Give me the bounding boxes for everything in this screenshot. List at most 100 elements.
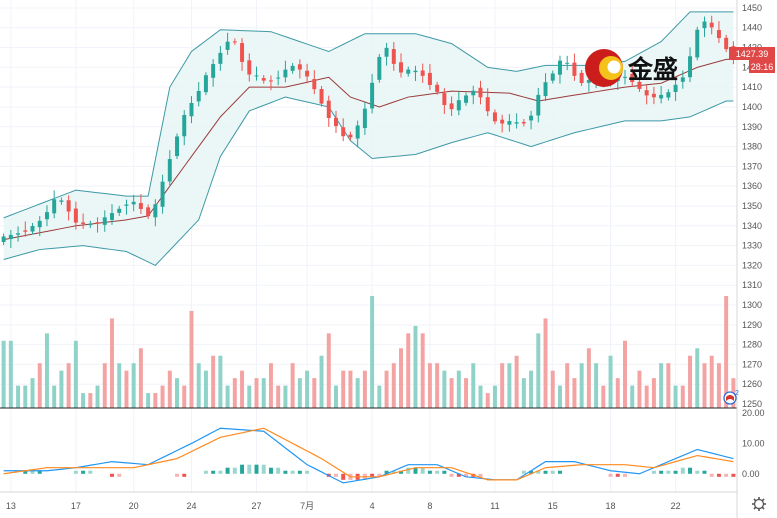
- volume-bar: [52, 385, 57, 408]
- volume-bar: [514, 355, 519, 408]
- candle-body: [261, 78, 266, 81]
- volume-bar: [131, 363, 136, 408]
- price-tags: 1427.39 28:16: [729, 47, 775, 73]
- candle-body: [225, 41, 230, 50]
- volume-bar: [399, 348, 404, 408]
- last-price-badge: [729, 47, 775, 60]
- volume-bar: [644, 385, 649, 408]
- volume-bar: [478, 385, 483, 408]
- macd-histogram-bar: [521, 470, 526, 474]
- volume-bar: [391, 363, 396, 408]
- macd-histogram-bar: [30, 470, 35, 474]
- price-tick-label: 1440: [742, 23, 762, 33]
- volume-bar: [1, 340, 6, 408]
- macd-histogram-bar: [673, 470, 678, 474]
- macd-histogram-bar: [175, 473, 180, 477]
- macd-histogram-bar: [659, 470, 664, 474]
- candle-body: [247, 60, 252, 75]
- volume-bar: [557, 385, 562, 408]
- logo-text: 金盛: [627, 55, 678, 84]
- macd-histogram-bar: [615, 473, 620, 477]
- volume-bar: [305, 370, 310, 408]
- candle-body: [240, 43, 245, 62]
- volume-bar: [218, 355, 223, 408]
- volume-bar: [182, 385, 187, 408]
- candle-body: [406, 69, 411, 74]
- volume-bar: [543, 318, 548, 408]
- volume-bar: [586, 348, 591, 408]
- volume-bar: [370, 296, 375, 408]
- countdown-badge: [749, 60, 775, 73]
- volume-bar: [88, 393, 93, 408]
- macd-histogram-bar: [341, 473, 346, 480]
- macd-histogram-bar: [247, 464, 252, 474]
- candle-body: [297, 64, 302, 70]
- macd-pane: [3, 427, 736, 484]
- price-tick-label: 1320: [742, 260, 762, 270]
- macd-histogram-bar: [182, 473, 187, 477]
- date-tick-label: 8: [427, 501, 432, 511]
- candle-body: [623, 76, 627, 78]
- macd-histogram-bar: [110, 473, 114, 477]
- volume-bar: [384, 370, 389, 408]
- countdown-label: 28:16: [751, 62, 774, 72]
- volume-bar: [95, 385, 100, 408]
- candle-body: [644, 90, 649, 96]
- brand-logo: 金盛: [585, 49, 678, 87]
- macd-histogram-bar: [442, 470, 447, 474]
- price-tick-label: 1260: [742, 379, 762, 389]
- macd-histogram-bar: [297, 470, 302, 474]
- macd-histogram-bar: [399, 470, 404, 474]
- macd-histogram-bar: [261, 464, 266, 474]
- candle-body: [464, 95, 469, 103]
- settings-gear-icon[interactable]: [752, 497, 766, 511]
- volume-bar: [507, 363, 512, 408]
- last-price-label: 1427.39: [736, 49, 769, 59]
- volume-bar: [471, 363, 476, 408]
- candle-body: [391, 49, 396, 64]
- volume-bar: [666, 363, 671, 408]
- date-tick-label: 11: [490, 501, 499, 511]
- volume-bar: [456, 370, 461, 408]
- flag-marker-icon[interactable]: 2: [723, 390, 739, 405]
- candle-body: [680, 77, 685, 82]
- macd-histogram-bar: [449, 473, 454, 477]
- macd-histogram-bar: [680, 467, 685, 474]
- macd-histogram-bar: [117, 473, 122, 477]
- candle-body: [557, 60, 562, 75]
- price-tick-label: 1280: [742, 340, 762, 350]
- candle-body: [565, 62, 570, 64]
- candle-body: [312, 79, 317, 90]
- volume-bar: [16, 385, 21, 408]
- price-tick-label: 1250: [742, 399, 762, 409]
- candle-body: [529, 115, 534, 121]
- candle-body: [319, 89, 324, 104]
- volume-bar: [73, 340, 78, 408]
- candle-body: [514, 122, 519, 124]
- candle-body: [59, 200, 64, 202]
- volume-bar: [23, 385, 28, 408]
- candle-body: [182, 115, 187, 137]
- candle-body: [550, 73, 555, 81]
- candle-body: [124, 204, 129, 206]
- candle-body: [673, 84, 678, 92]
- macd-histogram-bar: [695, 470, 700, 474]
- candle-body: [341, 127, 346, 137]
- volume-bar: [521, 378, 526, 408]
- volume-bar: [420, 333, 425, 408]
- candle-body: [456, 100, 461, 111]
- candle-body: [471, 90, 476, 96]
- macd-histogram-bar: [716, 473, 721, 477]
- macd-histogram-bar: [384, 470, 389, 474]
- macd-histogram-bar: [427, 470, 432, 474]
- macd-tick-label: 10.00: [742, 438, 765, 448]
- volume-bar: [565, 363, 570, 408]
- volume-bar: [160, 385, 165, 408]
- macd-tick-label: 0.00: [742, 469, 760, 479]
- candle-body: [355, 125, 360, 139]
- candle-body: [651, 93, 656, 98]
- volume-bar: [66, 363, 71, 408]
- volume-bar: [651, 378, 656, 408]
- candle-body: [492, 112, 497, 122]
- volume-bar: [355, 378, 360, 408]
